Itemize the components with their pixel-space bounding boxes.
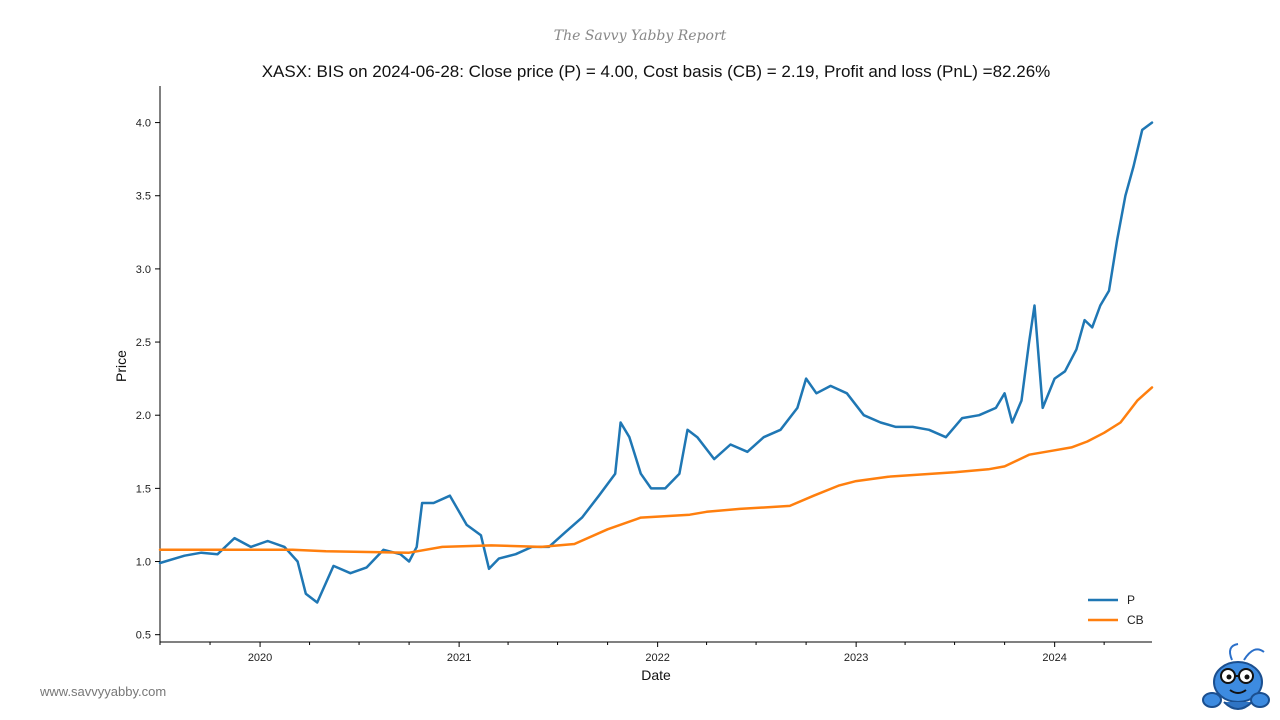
y-tick-label: 3.0 <box>136 264 151 276</box>
x-tick-label: 2022 <box>645 652 669 664</box>
y-axis-label: Price <box>113 350 129 382</box>
y-tick-label: 4.0 <box>136 118 151 130</box>
x-tick-label: 2023 <box>844 652 868 664</box>
y-tick-label: 2.5 <box>136 337 151 349</box>
x-tick-label: 2021 <box>447 652 471 664</box>
x-axis-label: Date <box>641 667 671 683</box>
x-ticks: 2020 2021 2022 2023 2024 <box>159 642 1105 664</box>
yabby-mascot-icon <box>1202 643 1270 710</box>
series-line-cb <box>158 386 1154 554</box>
y-tick-label: 2.0 <box>136 410 151 422</box>
legend-label-p: P <box>1127 593 1135 607</box>
site-link[interactable]: www.savvyyabby.com <box>40 684 167 699</box>
x-tick-label: 2024 <box>1042 652 1066 664</box>
series-line-p <box>158 121 1154 604</box>
y-tick-label: 0.5 <box>136 630 151 642</box>
y-tick-label: 1.0 <box>136 557 151 569</box>
y-ticks: 0.5 1.0 1.5 2.0 2.5 3.0 3.5 4.0 <box>136 118 160 642</box>
chart-title: XASX: BIS on 2024-06-28: Close price (P)… <box>261 62 1051 81</box>
report-brand: The Savvy Yabby Report <box>553 28 727 44</box>
series-layer <box>158 121 1154 604</box>
legend-label-cb: CB <box>1127 613 1144 627</box>
legend: P CB <box>1088 593 1144 627</box>
y-tick-label: 3.5 <box>136 191 151 203</box>
y-tick-label: 1.5 <box>136 483 151 495</box>
axes <box>159 86 1152 643</box>
x-tick-label: 2020 <box>248 652 272 664</box>
